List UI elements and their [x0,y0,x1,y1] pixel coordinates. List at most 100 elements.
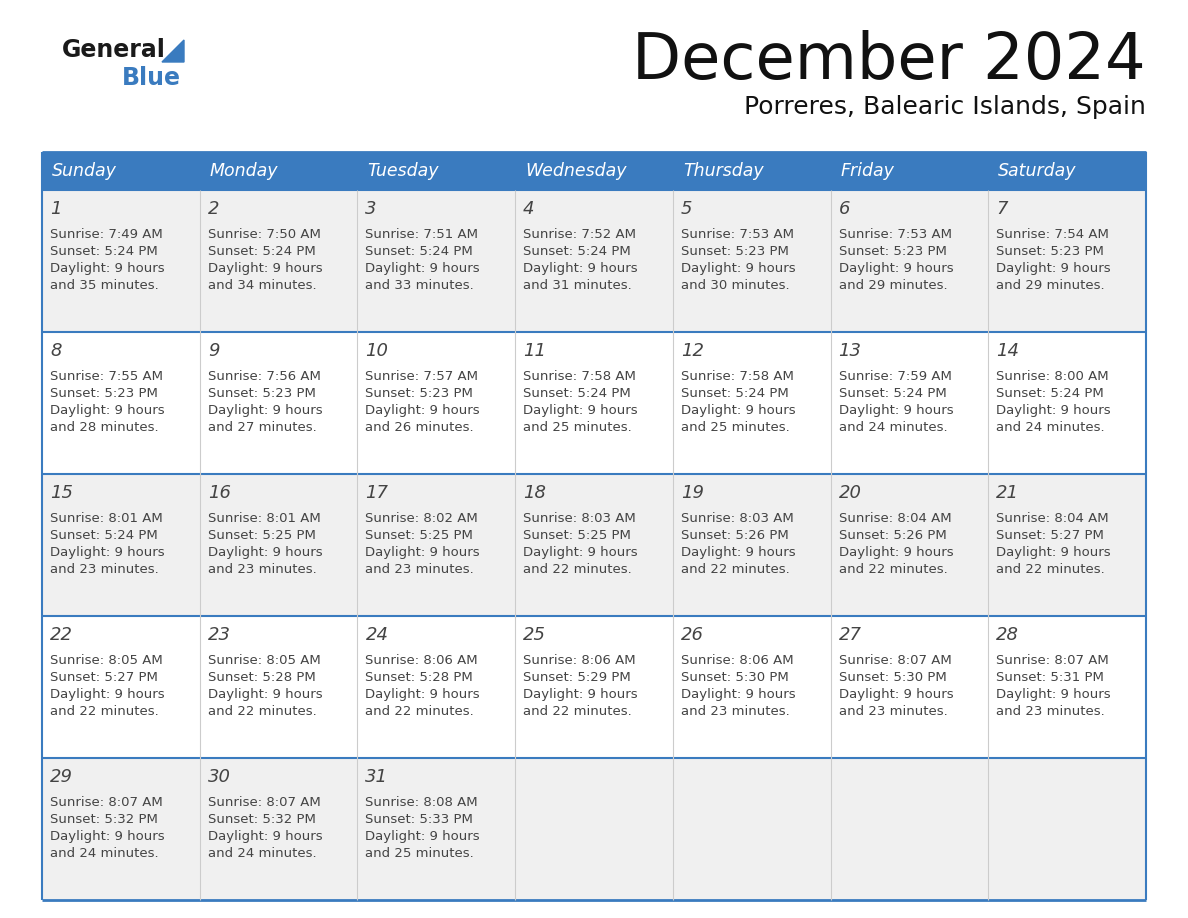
Text: Daylight: 9 hours: Daylight: 9 hours [681,688,796,701]
Text: Sunrise: 8:02 AM: Sunrise: 8:02 AM [366,512,479,525]
Text: and 24 minutes.: and 24 minutes. [997,421,1105,434]
Bar [358,190,516,332]
Text: Sunrise: 7:55 AM: Sunrise: 7:55 AM [50,370,163,383]
Text: 16: 16 [208,484,230,502]
Text: and 23 minutes.: and 23 minutes. [208,563,316,576]
Text: 13: 13 [839,342,861,360]
Text: 2: 2 [208,200,220,218]
Text: Tuesday: Tuesday [367,162,438,180]
Text: Daylight: 9 hours: Daylight: 9 hours [50,688,165,701]
Text: Sunset: 5:24 PM: Sunset: 5:24 PM [681,387,789,400]
Text: Daylight: 9 hours: Daylight: 9 hours [523,262,638,275]
Text: 20: 20 [839,484,861,502]
Bar [42,190,200,332]
Text: Wednesday: Wednesday [525,162,626,180]
Text: Daylight: 9 hours: Daylight: 9 hours [997,546,1111,559]
Text: 25: 25 [523,626,546,644]
Bar [358,152,516,190]
Text: Sunrise: 8:06 AM: Sunrise: 8:06 AM [681,654,794,667]
Bar [988,190,1146,332]
Text: Daylight: 9 hours: Daylight: 9 hours [997,688,1111,701]
Text: Sunset: 5:29 PM: Sunset: 5:29 PM [523,671,631,684]
Text: Sunrise: 8:05 AM: Sunrise: 8:05 AM [50,654,163,667]
Text: Daylight: 9 hours: Daylight: 9 hours [523,404,638,417]
Text: 18: 18 [523,484,546,502]
Text: 31: 31 [366,768,388,786]
Text: and 24 minutes.: and 24 minutes. [839,421,947,434]
Text: Daylight: 9 hours: Daylight: 9 hours [839,546,953,559]
Text: Sunrise: 7:50 AM: Sunrise: 7:50 AM [208,228,321,241]
Text: 10: 10 [366,342,388,360]
Text: 17: 17 [366,484,388,502]
Bar [988,758,1146,900]
Text: Sunset: 5:24 PM: Sunset: 5:24 PM [366,245,473,258]
Text: Sunset: 5:23 PM: Sunset: 5:23 PM [208,387,316,400]
Text: and 22 minutes.: and 22 minutes. [681,563,790,576]
Bar [358,332,516,474]
Bar [200,190,358,332]
Text: Sunset: 5:26 PM: Sunset: 5:26 PM [839,529,947,542]
Text: Sunrise: 8:07 AM: Sunrise: 8:07 AM [50,796,163,809]
Bar [830,616,988,758]
Text: Daylight: 9 hours: Daylight: 9 hours [50,404,165,417]
Text: and 22 minutes.: and 22 minutes. [523,705,632,718]
Text: and 30 minutes.: and 30 minutes. [681,279,790,292]
Text: Sunrise: 8:03 AM: Sunrise: 8:03 AM [681,512,794,525]
Text: 1: 1 [50,200,62,218]
Text: Sunrise: 7:53 AM: Sunrise: 7:53 AM [681,228,794,241]
Text: Daylight: 9 hours: Daylight: 9 hours [208,688,322,701]
Text: Porreres, Balearic Islands, Spain: Porreres, Balearic Islands, Spain [744,95,1146,119]
Text: and 25 minutes.: and 25 minutes. [366,847,474,860]
Bar [200,152,358,190]
Bar [200,332,358,474]
Text: Sunset: 5:23 PM: Sunset: 5:23 PM [839,245,947,258]
Text: Sunrise: 7:59 AM: Sunrise: 7:59 AM [839,370,952,383]
Text: and 29 minutes.: and 29 minutes. [997,279,1105,292]
Text: Daylight: 9 hours: Daylight: 9 hours [997,262,1111,275]
Bar [672,190,830,332]
Text: and 28 minutes.: and 28 minutes. [50,421,159,434]
Text: Sunrise: 8:07 AM: Sunrise: 8:07 AM [839,654,952,667]
Polygon shape [162,40,184,62]
Text: and 34 minutes.: and 34 minutes. [208,279,316,292]
Text: Daylight: 9 hours: Daylight: 9 hours [208,404,322,417]
Text: Saturday: Saturday [998,162,1076,180]
Bar [516,616,672,758]
Text: 8: 8 [50,342,62,360]
Text: Sunrise: 8:01 AM: Sunrise: 8:01 AM [50,512,163,525]
Text: Sunset: 5:33 PM: Sunset: 5:33 PM [366,813,473,826]
Text: and 22 minutes.: and 22 minutes. [366,705,474,718]
Text: Sunset: 5:24 PM: Sunset: 5:24 PM [208,245,316,258]
Text: Sunset: 5:27 PM: Sunset: 5:27 PM [997,529,1104,542]
Text: Daylight: 9 hours: Daylight: 9 hours [366,688,480,701]
Bar [358,474,516,616]
Text: 26: 26 [681,626,703,644]
Text: Daylight: 9 hours: Daylight: 9 hours [839,404,953,417]
Text: Sunset: 5:25 PM: Sunset: 5:25 PM [208,529,316,542]
Text: 9: 9 [208,342,220,360]
Text: Sunset: 5:32 PM: Sunset: 5:32 PM [208,813,316,826]
Text: Sunrise: 8:03 AM: Sunrise: 8:03 AM [523,512,636,525]
Text: Sunset: 5:26 PM: Sunset: 5:26 PM [681,529,789,542]
Bar [516,758,672,900]
Text: Daylight: 9 hours: Daylight: 9 hours [681,262,796,275]
Text: Sunrise: 7:58 AM: Sunrise: 7:58 AM [681,370,794,383]
Bar [200,474,358,616]
Bar [516,332,672,474]
Bar [200,616,358,758]
Text: Sunset: 5:30 PM: Sunset: 5:30 PM [839,671,947,684]
Text: Daylight: 9 hours: Daylight: 9 hours [50,262,165,275]
Text: and 27 minutes.: and 27 minutes. [208,421,316,434]
Text: Sunset: 5:24 PM: Sunset: 5:24 PM [50,245,158,258]
Bar [830,332,988,474]
Text: Sunday: Sunday [52,162,116,180]
Text: Monday: Monday [210,162,278,180]
Text: Sunset: 5:24 PM: Sunset: 5:24 PM [997,387,1104,400]
Text: Sunrise: 7:51 AM: Sunrise: 7:51 AM [366,228,479,241]
Text: Friday: Friday [841,162,895,180]
Text: 22: 22 [50,626,72,644]
Text: Sunrise: 7:56 AM: Sunrise: 7:56 AM [208,370,321,383]
Text: Sunset: 5:24 PM: Sunset: 5:24 PM [50,529,158,542]
Text: Blue: Blue [122,66,181,90]
Text: Sunrise: 8:04 AM: Sunrise: 8:04 AM [997,512,1108,525]
